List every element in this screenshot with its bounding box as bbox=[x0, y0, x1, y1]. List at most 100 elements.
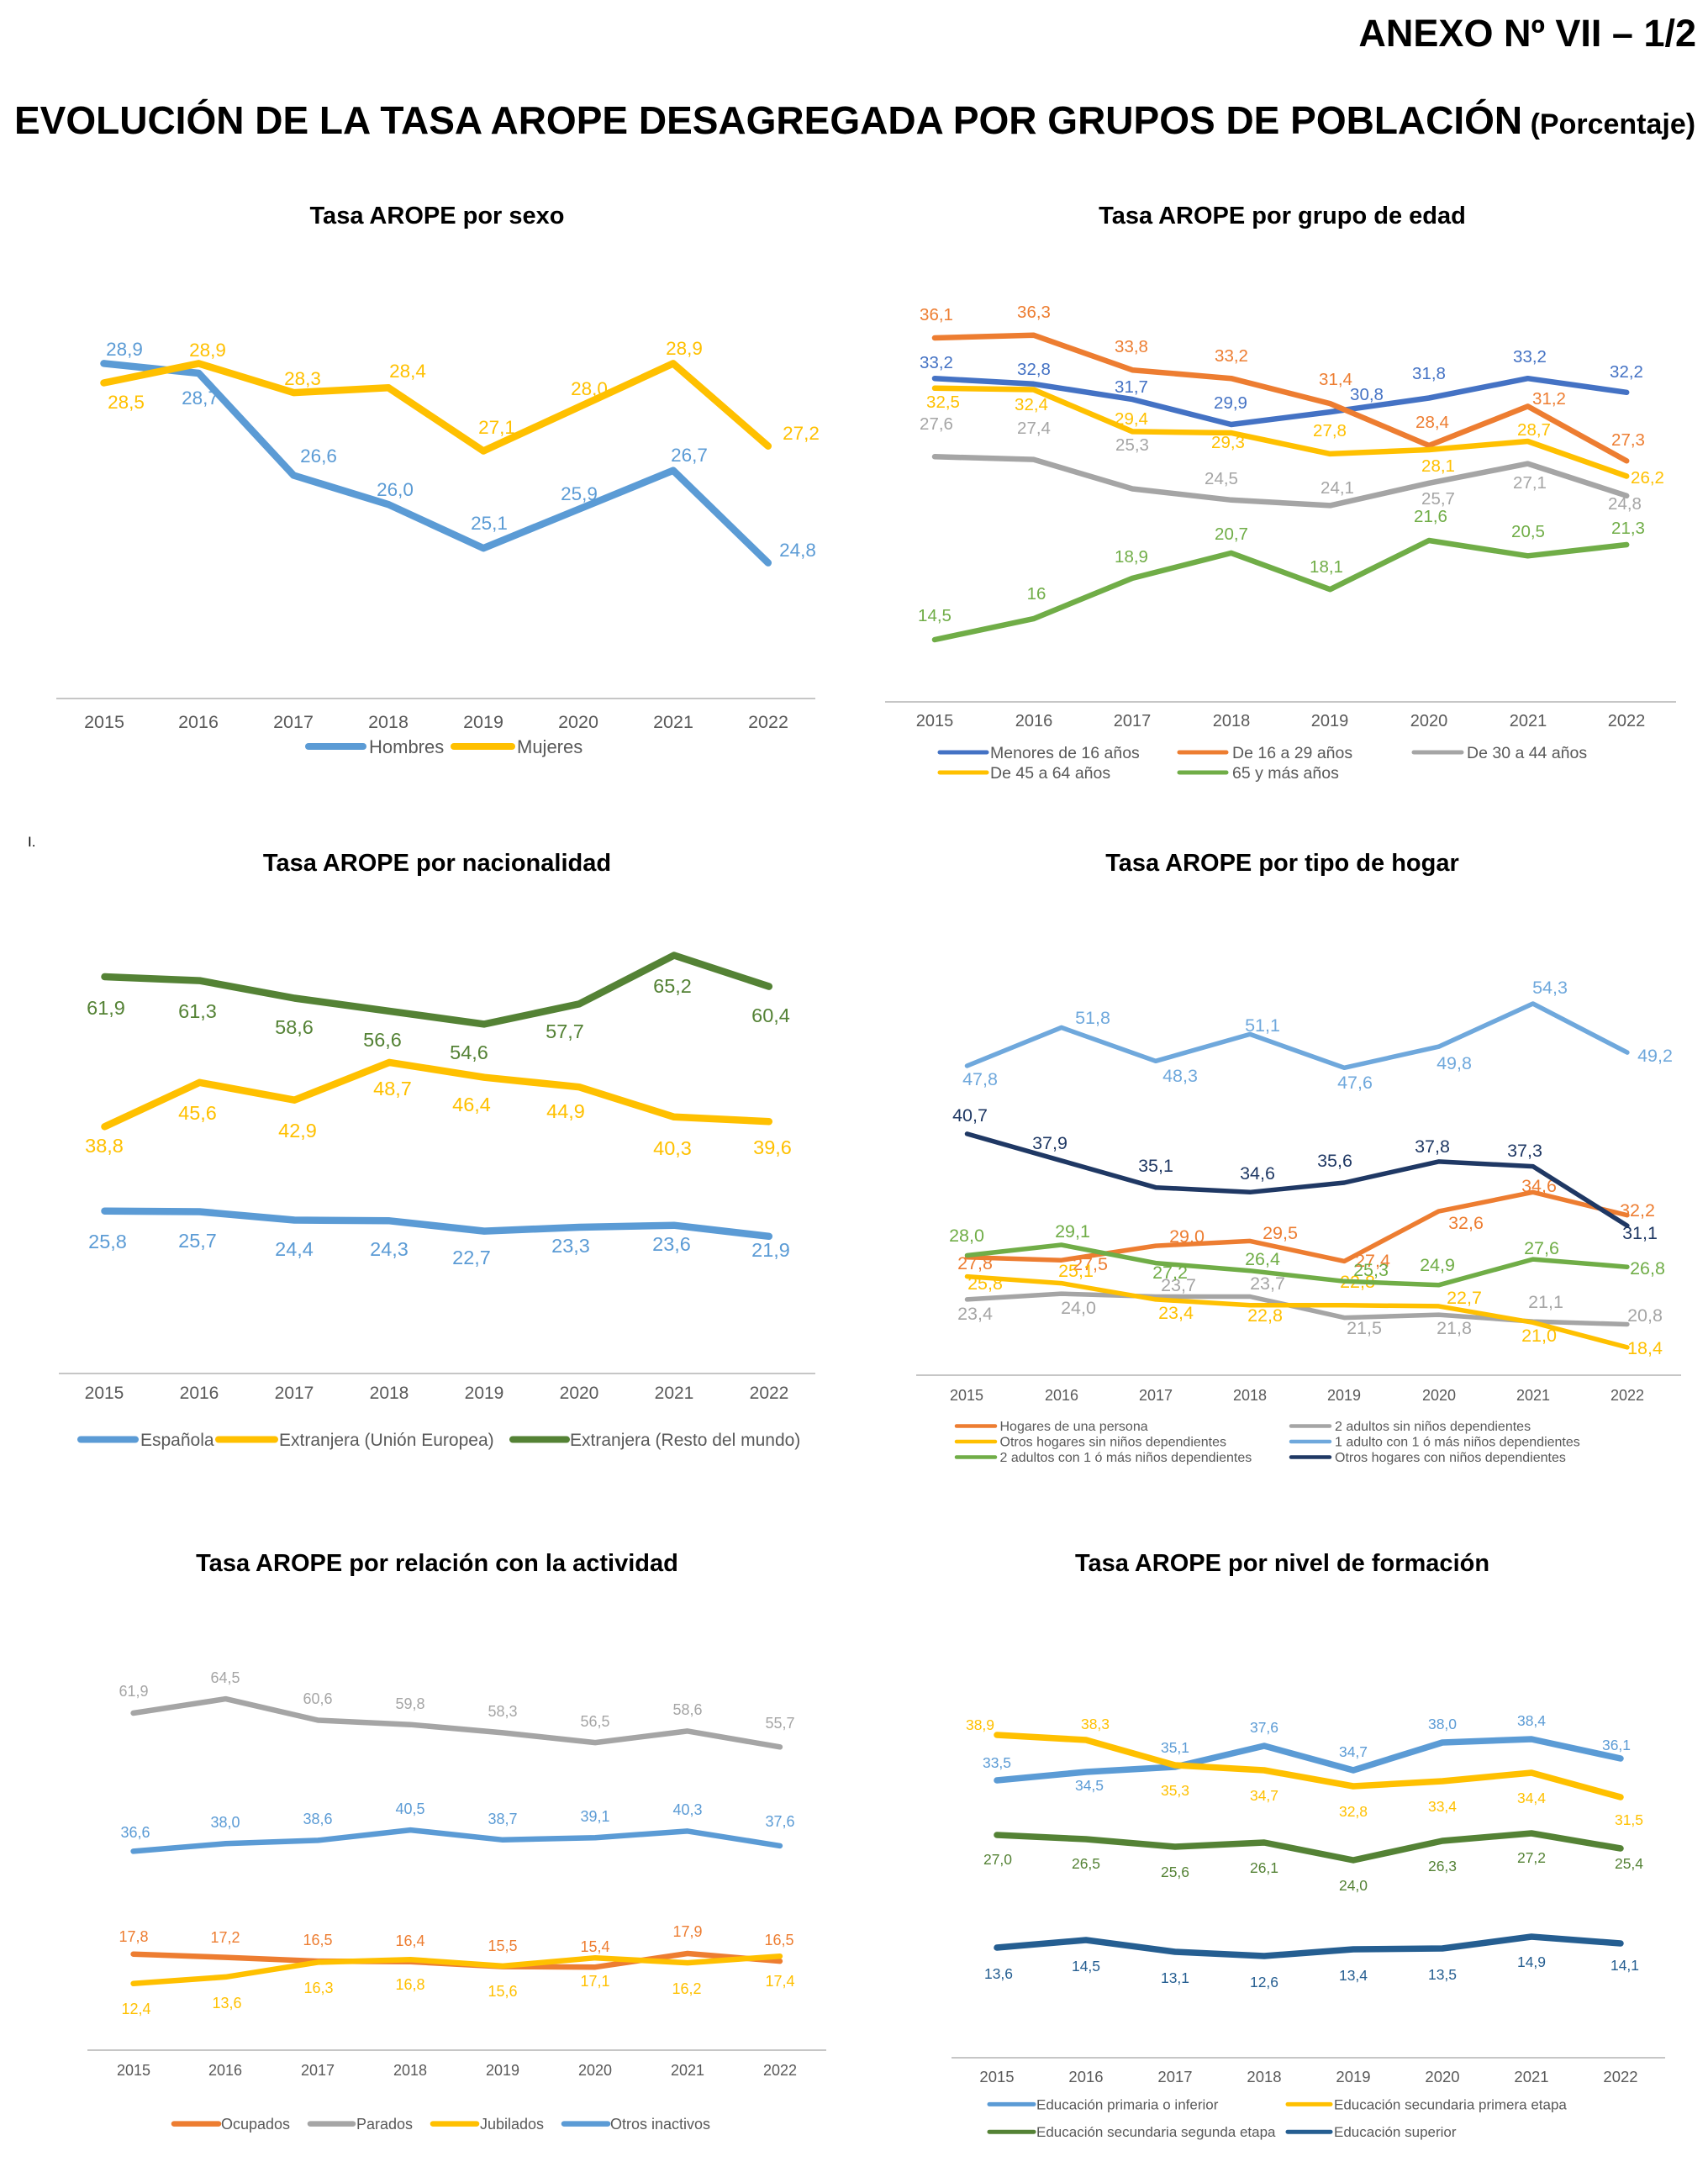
svg-text:28,9: 28,9 bbox=[106, 339, 143, 360]
svg-text:38,0: 38,0 bbox=[210, 1814, 240, 1831]
svg-text:28,9: 28,9 bbox=[666, 338, 703, 359]
svg-text:2019: 2019 bbox=[486, 2062, 519, 2079]
svg-text:21,1: 21,1 bbox=[1528, 1292, 1563, 1312]
svg-text:48,7: 48,7 bbox=[373, 1078, 412, 1099]
svg-text:31,4: 31,4 bbox=[1319, 370, 1352, 389]
svg-text:29,9: 29,9 bbox=[1214, 393, 1247, 413]
svg-text:2021: 2021 bbox=[1514, 2068, 1548, 2085]
svg-text:16,4: 16,4 bbox=[395, 1932, 424, 1949]
svg-text:17,2: 17,2 bbox=[210, 1929, 240, 1946]
svg-text:33,5: 33,5 bbox=[983, 1754, 1011, 1771]
svg-text:21,3: 21,3 bbox=[1611, 519, 1645, 538]
svg-text:56,5: 56,5 bbox=[580, 1713, 609, 1730]
svg-text:23,4: 23,4 bbox=[957, 1304, 993, 1324]
svg-text:Tasa AROPE por nivel de formac: Tasa AROPE por nivel de formación bbox=[1075, 1550, 1489, 1577]
svg-text:28,4: 28,4 bbox=[1415, 413, 1449, 432]
svg-text:2021: 2021 bbox=[1510, 712, 1547, 730]
svg-text:Tasa AROPE por relación con la: Tasa AROPE por relación con la actividad bbox=[196, 1550, 678, 1577]
svg-text:2015: 2015 bbox=[916, 712, 954, 730]
svg-text:44,9: 44,9 bbox=[546, 1100, 585, 1122]
svg-text:32,8: 32,8 bbox=[1017, 360, 1051, 379]
svg-text:24,4: 24,4 bbox=[275, 1238, 314, 1260]
svg-text:De 45 a 64 años: De 45 a 64 años bbox=[990, 764, 1110, 783]
svg-text:2020: 2020 bbox=[558, 712, 598, 732]
svg-text:2016: 2016 bbox=[1068, 2068, 1103, 2085]
svg-text:Educación superior: Educación superior bbox=[1334, 2124, 1457, 2140]
svg-text:17,1: 17,1 bbox=[580, 1973, 609, 1990]
svg-text:28,3: 28,3 bbox=[284, 368, 321, 389]
svg-text:2018: 2018 bbox=[368, 712, 409, 732]
svg-text:Mujeres: Mujeres bbox=[517, 736, 583, 757]
svg-text:32,8: 32,8 bbox=[1339, 1803, 1368, 1820]
svg-text:Ocupados: Ocupados bbox=[221, 2116, 290, 2133]
svg-text:32,6: 32,6 bbox=[1448, 1213, 1484, 1233]
svg-text:27,1: 27,1 bbox=[478, 417, 515, 438]
svg-text:24,3: 24,3 bbox=[370, 1238, 409, 1260]
svg-text:25,7: 25,7 bbox=[178, 1230, 217, 1252]
svg-text:26,0: 26,0 bbox=[377, 479, 414, 500]
svg-text:21,8: 21,8 bbox=[1437, 1318, 1472, 1338]
svg-text:2017: 2017 bbox=[1114, 712, 1152, 730]
svg-text:30,8: 30,8 bbox=[1350, 385, 1384, 404]
svg-text:2015: 2015 bbox=[85, 1384, 124, 1403]
svg-text:28,7: 28,7 bbox=[1517, 420, 1551, 440]
svg-text:29,4: 29,4 bbox=[1115, 409, 1148, 429]
svg-text:EVOLUCIÓN DE LA TASA AROPE DES: EVOLUCIÓN DE LA TASA AROPE DESAGREGADA P… bbox=[14, 98, 1695, 142]
svg-text:28,1: 28,1 bbox=[1421, 456, 1455, 476]
svg-text:55,7: 55,7 bbox=[765, 1715, 794, 1732]
svg-text:38,6: 38,6 bbox=[303, 1811, 332, 1827]
svg-text:Otros hogares sin niños depend: Otros hogares sin niños dependientes bbox=[1000, 1436, 1227, 1450]
svg-text:13,6: 13,6 bbox=[984, 1965, 1013, 1982]
svg-text:2019: 2019 bbox=[1327, 1387, 1361, 1404]
svg-text:2015: 2015 bbox=[979, 2068, 1014, 2085]
svg-text:54,6: 54,6 bbox=[450, 1041, 488, 1063]
svg-text:26,4: 26,4 bbox=[1245, 1249, 1280, 1269]
svg-text:27,3: 27,3 bbox=[1611, 430, 1645, 450]
svg-text:37,8: 37,8 bbox=[1415, 1136, 1450, 1157]
svg-text:27,8: 27,8 bbox=[1313, 421, 1347, 440]
svg-text:16,5: 16,5 bbox=[764, 1932, 793, 1948]
svg-text:15,6: 15,6 bbox=[488, 1983, 517, 2000]
svg-text:40,5: 40,5 bbox=[395, 1801, 424, 1817]
svg-text:33,2: 33,2 bbox=[1513, 347, 1547, 366]
svg-text:47,8: 47,8 bbox=[962, 1069, 998, 1089]
svg-text:27,4: 27,4 bbox=[1017, 419, 1051, 438]
svg-text:60,6: 60,6 bbox=[303, 1690, 332, 1707]
svg-text:49,8: 49,8 bbox=[1437, 1053, 1472, 1073]
svg-text:2022: 2022 bbox=[1603, 2068, 1637, 2085]
svg-text:2018: 2018 bbox=[1233, 1387, 1267, 1404]
svg-text:Otros hogares con niños depend: Otros hogares con niños dependientes bbox=[1335, 1451, 1566, 1465]
svg-text:65,2: 65,2 bbox=[653, 975, 692, 997]
svg-text:2017: 2017 bbox=[301, 2062, 335, 2079]
svg-text:24,0: 24,0 bbox=[1061, 1298, 1096, 1318]
svg-text:49,2: 49,2 bbox=[1637, 1046, 1673, 1066]
svg-text:64,5: 64,5 bbox=[210, 1669, 240, 1686]
svg-text:2018: 2018 bbox=[393, 2062, 427, 2079]
svg-text:38,7: 38,7 bbox=[488, 1811, 517, 1827]
svg-text:38,4: 38,4 bbox=[1517, 1712, 1546, 1729]
svg-text:Extranjera (Unión Europea): Extranjera (Unión Europea) bbox=[279, 1431, 494, 1450]
svg-text:17,9: 17,9 bbox=[672, 1923, 702, 1940]
svg-text:14,5: 14,5 bbox=[1072, 1958, 1100, 1975]
svg-text:25,6: 25,6 bbox=[1161, 1864, 1189, 1880]
svg-text:27,1: 27,1 bbox=[1513, 473, 1547, 493]
svg-text:16,8: 16,8 bbox=[395, 1976, 424, 1993]
svg-text:Tasa AROPE por tipo de hogar: Tasa AROPE por tipo de hogar bbox=[1105, 850, 1459, 877]
svg-text:16,5: 16,5 bbox=[303, 1932, 332, 1948]
svg-text:24,8: 24,8 bbox=[779, 540, 816, 561]
svg-text:25,1: 25,1 bbox=[471, 513, 508, 534]
svg-text:20,5: 20,5 bbox=[1511, 522, 1545, 541]
svg-text:2017: 2017 bbox=[273, 712, 314, 732]
svg-text:36,1: 36,1 bbox=[1602, 1737, 1631, 1753]
svg-text:2021: 2021 bbox=[671, 2062, 704, 2079]
svg-text:39,6: 39,6 bbox=[753, 1136, 792, 1158]
svg-text:14,9: 14,9 bbox=[1517, 1953, 1546, 1970]
svg-text:34,5: 34,5 bbox=[1075, 1777, 1104, 1794]
svg-text:39,1: 39,1 bbox=[580, 1808, 609, 1825]
svg-text:2015: 2015 bbox=[84, 712, 124, 732]
svg-text:2 adultos sin niños dependient: 2 adultos sin niños dependientes bbox=[1335, 1420, 1531, 1434]
svg-text:21,9: 21,9 bbox=[751, 1239, 790, 1261]
svg-text:2019: 2019 bbox=[465, 1384, 504, 1403]
svg-text:22,7: 22,7 bbox=[1447, 1288, 1482, 1308]
svg-text:2016: 2016 bbox=[1045, 1387, 1078, 1404]
